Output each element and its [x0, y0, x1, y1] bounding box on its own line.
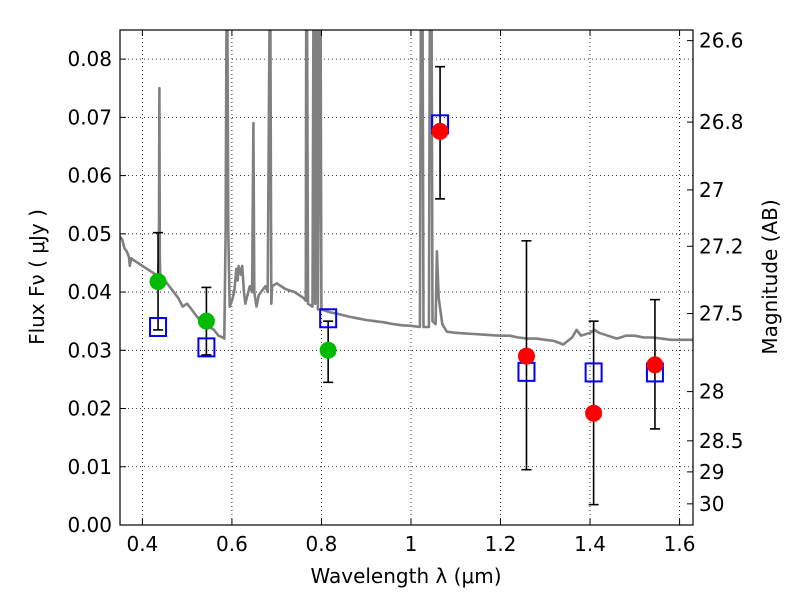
model-flux-square: [197, 337, 216, 358]
nir-flux-point: [585, 404, 603, 422]
x-tick-label: 0.6: [216, 532, 248, 556]
mag-tick-label: 27: [699, 178, 724, 202]
model-flux-square: [149, 317, 168, 337]
x-tick-label: 1: [405, 532, 418, 556]
y-tick-label: 0.00: [67, 513, 112, 537]
model-flux-square: [584, 362, 603, 383]
y-tick-label: 0.02: [67, 397, 112, 421]
y-tick-label: 0.03: [67, 338, 112, 362]
right-axis-title: Magnitude (AB): [758, 199, 782, 354]
mag-tick-label: 27.2: [699, 234, 744, 258]
plot-frame: [119, 29, 694, 526]
model-flux-square: [319, 308, 338, 329]
x-axis-title: Wavelength λ (μm): [310, 564, 501, 588]
mag-tick-label: 26.6: [699, 29, 744, 53]
y-tick-label: 0.05: [67, 222, 112, 246]
nir-flux-point: [517, 347, 535, 365]
x-tick-label: 0.8: [306, 532, 338, 556]
optical-flux-point: [197, 312, 215, 330]
mag-tick-label: 29: [699, 460, 724, 484]
optical-flux-point: [319, 341, 337, 359]
y-tick-label: 0.08: [67, 47, 112, 71]
template-spectrum-line: [120, 30, 693, 346]
template-spectrum-layer: [120, 30, 693, 346]
x-tick-label: 0.4: [126, 532, 158, 556]
nir-flux-point: [646, 356, 664, 374]
mag-tick-label: 28: [699, 380, 724, 404]
axis-ticks: 0.4 0.6 0.8 1 1.2 1.4 1.6 0.00 0.01 0.02 0.03 0.04 0…: [67, 29, 743, 556]
x-tick-label: 1.4: [574, 532, 606, 556]
nir-flux-point: [431, 122, 449, 140]
y-tick-label: 0.07: [67, 105, 112, 129]
data-markers: [149, 114, 664, 422]
grid: [120, 30, 693, 526]
x-tick-label: 1.6: [664, 532, 696, 556]
y-tick-label: 0.04: [67, 280, 112, 304]
y-axis-title: Flux Fν ( μJy ): [25, 209, 49, 345]
mag-tick-label: 30: [699, 492, 724, 516]
mag-tick-label: 27.5: [699, 302, 744, 326]
plot-area: [120, 30, 693, 525]
mag-tick-label: 28.5: [699, 429, 744, 453]
y-tick-label: 0.06: [67, 164, 112, 188]
mag-tick-label: 26.8: [699, 110, 744, 134]
x-tick-label: 1.2: [485, 532, 517, 556]
y-tick-label: 0.01: [67, 455, 112, 479]
optical-flux-point: [149, 273, 167, 291]
